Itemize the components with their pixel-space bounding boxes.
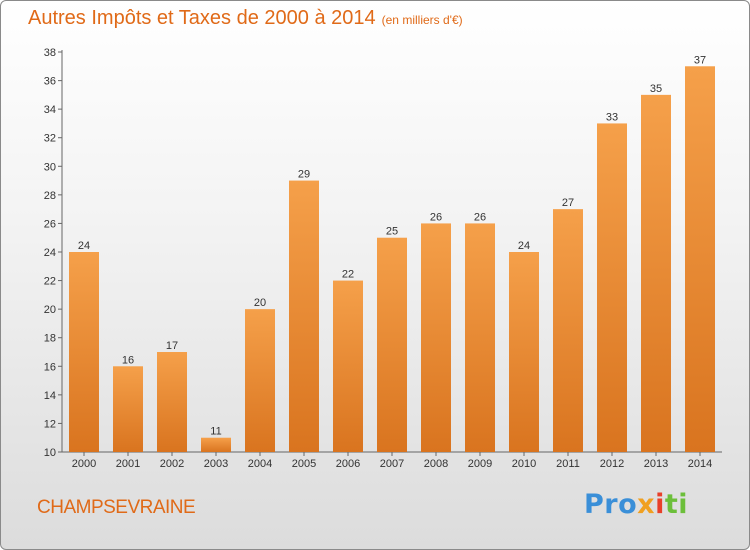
- chart-title: Autres Impôts et Taxes de 2000 à 2014 (en…: [28, 7, 463, 30]
- bar: [421, 223, 451, 452]
- x-tick-label: 2005: [292, 458, 316, 470]
- data-label: 17: [166, 340, 178, 352]
- y-tick-label: 10: [44, 447, 56, 459]
- data-label: 37: [694, 54, 706, 66]
- x-tick-label: 2000: [72, 458, 96, 470]
- data-label: 16: [122, 354, 134, 366]
- logo-part-i: i: [655, 489, 665, 520]
- x-tick-label: 2004: [248, 458, 272, 470]
- bar: [113, 366, 143, 452]
- data-label: 29: [298, 169, 310, 181]
- bar: [597, 123, 627, 452]
- y-tick-label: 16: [44, 361, 56, 373]
- x-tick-label: 2012: [600, 458, 624, 470]
- x-tick-label: 2007: [380, 458, 404, 470]
- y-tick-label: 32: [44, 133, 56, 145]
- logo-part-x: x: [637, 489, 656, 520]
- bar: [509, 252, 539, 452]
- x-tick-label: 2011: [556, 458, 580, 470]
- data-label: 35: [650, 83, 662, 95]
- data-label: 24: [78, 240, 90, 252]
- y-tick-label: 28: [44, 190, 56, 202]
- bar: [377, 237, 407, 452]
- y-tick-label: 30: [44, 161, 56, 173]
- y-tick-label: 34: [44, 104, 56, 116]
- data-label: 24: [518, 240, 530, 252]
- bar: [69, 252, 99, 452]
- x-tick-label: 2003: [204, 458, 228, 470]
- y-tick-label: 18: [44, 333, 56, 345]
- data-label: 27: [562, 197, 574, 209]
- logo-part-ti: ti: [664, 489, 689, 520]
- x-tick-label: 2009: [468, 458, 492, 470]
- bar: [157, 352, 187, 452]
- y-tick-label: 24: [44, 247, 56, 259]
- data-label: 26: [430, 211, 442, 223]
- bar: [201, 437, 231, 452]
- x-tick-label: 2002: [160, 458, 184, 470]
- chart-title-text: Autres Impôts et Taxes de 2000 à 2014: [28, 7, 376, 29]
- logo-part-pro: Pro: [584, 489, 638, 520]
- data-label: 25: [386, 226, 398, 238]
- chart-unit-note: (en milliers d'€): [381, 13, 463, 27]
- x-tick-label: 2013: [644, 458, 668, 470]
- y-tick-label: 22: [44, 276, 56, 288]
- x-tick-label: 2014: [688, 458, 712, 470]
- bar: [245, 309, 275, 452]
- y-tick-label: 26: [44, 218, 56, 230]
- proxiti-logo: Proxiti: [584, 489, 688, 520]
- bar: [641, 94, 671, 452]
- bar: [465, 223, 495, 452]
- data-label: 11: [210, 426, 221, 438]
- x-tick-label: 2008: [424, 458, 448, 470]
- data-label: 22: [342, 269, 354, 281]
- commune-name: CHAMPSEVRAINE: [37, 497, 196, 518]
- bar: [553, 209, 583, 452]
- bar: [685, 66, 715, 453]
- data-label: 20: [254, 297, 266, 309]
- x-tick-label: 2010: [512, 458, 536, 470]
- data-label: 33: [606, 111, 618, 123]
- y-tick-label: 36: [44, 76, 56, 88]
- x-tick-label: 2001: [116, 458, 140, 470]
- bar: [333, 280, 363, 452]
- y-tick-label: 20: [44, 304, 56, 316]
- y-tick-label: 14: [44, 390, 56, 402]
- data-label: 26: [474, 211, 486, 223]
- y-tick-label: 12: [44, 418, 56, 430]
- bar: [289, 180, 319, 453]
- x-tick-label: 2006: [336, 458, 360, 470]
- y-tick-label: 38: [44, 47, 56, 59]
